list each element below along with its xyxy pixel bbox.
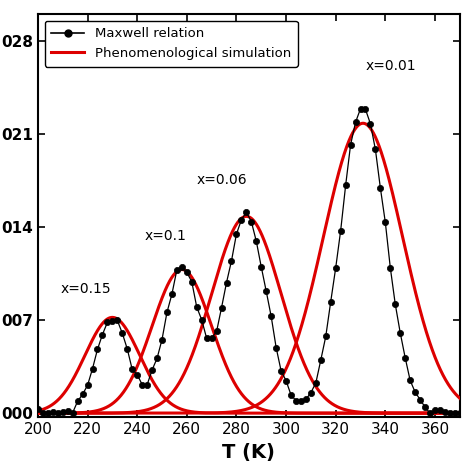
X-axis label: T (K): T (K) bbox=[222, 443, 275, 462]
Legend: Maxwell relation, Phenomenological simulation: Maxwell relation, Phenomenological simul… bbox=[45, 21, 298, 67]
Text: x=0.1: x=0.1 bbox=[145, 229, 186, 243]
Text: x=0.01: x=0.01 bbox=[365, 59, 416, 73]
Text: x=0.15: x=0.15 bbox=[60, 283, 111, 296]
Text: x=0.06: x=0.06 bbox=[197, 173, 247, 187]
